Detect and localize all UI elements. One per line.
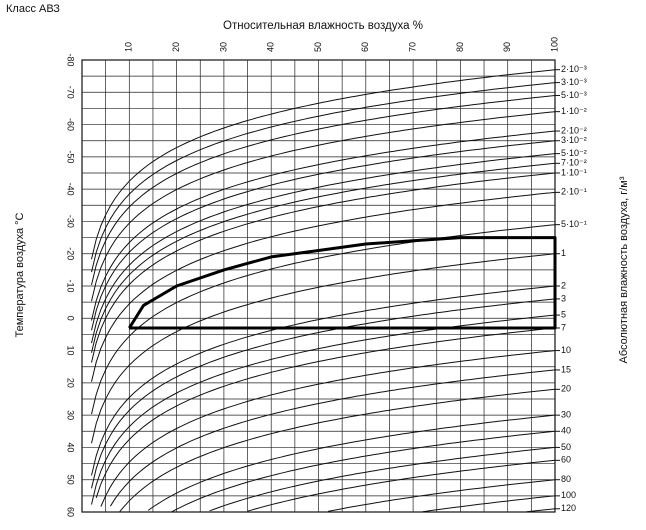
absolute-humidity-curve	[109, 369, 556, 507]
y-right-tick-label: 80	[561, 474, 571, 484]
absolute-humidity-curve	[91, 130, 556, 321]
x-tick-label: 100	[549, 37, 559, 52]
absolute-humidity-curve	[91, 153, 556, 344]
y-left-tick-label: -20	[66, 247, 76, 260]
absolute-humidity-curve	[91, 298, 556, 489]
y-right-tick-label: 50	[561, 442, 571, 452]
absolute-humidity-curve	[91, 191, 556, 382]
absolute-humidity-curve	[147, 414, 556, 511]
y-left-tick-label: -80	[66, 53, 76, 66]
y-right-tick-label: 2·10⁻¹	[561, 187, 587, 197]
x-tick-label: 50	[313, 42, 323, 52]
absolute-humidity-curve	[91, 69, 556, 260]
class-boundary-line	[128, 236, 557, 330]
y-left-tick-label: 60	[66, 507, 76, 517]
y-right-tick-label: 3·10⁻²	[561, 135, 587, 145]
absolute-humidity-curve	[247, 459, 556, 512]
x-tick-label: 40	[266, 42, 276, 52]
absolute-humidity-curve	[91, 224, 556, 415]
x-tick-label: 30	[218, 42, 228, 52]
y-right-tick-label: 7	[561, 322, 566, 332]
absolute-humidity-curve	[91, 314, 556, 505]
y-right-tick-label: 3·10⁻³	[561, 77, 587, 87]
y-right-tick-label: 5·10⁻³	[561, 90, 587, 100]
y-right-tick-label: 100	[561, 490, 576, 500]
y-right-tick-label: 10	[561, 345, 571, 355]
x-tick-label: 80	[455, 42, 465, 52]
x-tick-label: 60	[360, 42, 370, 52]
absolute-humidity-curve	[91, 140, 556, 331]
page-title: Класс АВЗ	[6, 3, 60, 15]
y-left-tick-label: -70	[66, 86, 76, 99]
absolute-humidity-curve	[91, 172, 556, 363]
absolute-humidity-curve	[91, 285, 556, 476]
y-left-tick-label: -60	[66, 118, 76, 131]
y-right-tick-label: 1	[561, 248, 566, 258]
y-right-tick-label: 5	[561, 309, 566, 319]
y-right-tick-label: 60	[561, 455, 571, 465]
absolute-humidity-curve	[91, 82, 556, 273]
y-right-tick-label: 30	[561, 410, 571, 420]
y-right-tick-label: 15	[561, 364, 571, 374]
absolute-humidity-curve	[526, 508, 556, 513]
x-tick-label: 90	[502, 42, 512, 52]
y-right-tick-label: 7·10⁻²	[561, 158, 587, 168]
y-left-tick-label: 50	[66, 475, 76, 485]
x-tick-label: 20	[171, 42, 181, 52]
absolute-humidity-curve	[91, 95, 556, 286]
y-right-tick-label: 2·10⁻³	[561, 64, 587, 74]
y-left-tick-label: -10	[66, 279, 76, 292]
y-left-tick-label: 20	[66, 378, 76, 388]
absolute-humidity-curve	[91, 111, 556, 302]
y-right-tick-label: 2	[561, 280, 566, 290]
absolute-humidity-curve	[422, 495, 556, 513]
absolute-humidity-curve	[91, 162, 556, 353]
y-right-tick-label: 3	[561, 293, 566, 303]
y-left-tick-label: -50	[66, 150, 76, 163]
y-right-tick-label: 1·10⁻²	[561, 106, 587, 116]
x-axis-title: Относительная влажность воздуха %	[223, 20, 423, 32]
y-left-tick-label: 10	[66, 346, 76, 356]
y-left-tick-label: 0	[66, 316, 76, 321]
y-right-tick-label: 40	[561, 426, 571, 436]
y-right-tick-label: 120	[561, 503, 576, 513]
y-right-tick-label: 2·10⁻²	[561, 125, 587, 135]
x-tick-label: 70	[407, 42, 417, 52]
absolute-humidity-curve	[119, 388, 556, 512]
absolute-humidity-curve	[95, 327, 556, 498]
absolute-humidity-curve	[100, 350, 556, 507]
absolute-humidity-curve	[171, 430, 556, 513]
y-left-tick-label: -40	[66, 183, 76, 196]
y-right-tick-label: 1·10⁻¹	[561, 167, 587, 177]
absolute-humidity-curve	[209, 446, 556, 512]
y-left-tick-label: 40	[66, 442, 76, 452]
absolute-humidity-curve	[327, 479, 556, 512]
y-left-tick-label: -30	[66, 215, 76, 228]
y-left-tick-label: 30	[66, 410, 76, 420]
absolute-humidity-curve	[91, 253, 556, 444]
y-right-tick-label: 5·10⁻²	[561, 148, 587, 158]
y-right-tick-label: 20	[561, 384, 571, 394]
y-right-tick-label: 5·10⁻¹	[561, 219, 587, 229]
x-tick-label: 10	[124, 42, 134, 52]
